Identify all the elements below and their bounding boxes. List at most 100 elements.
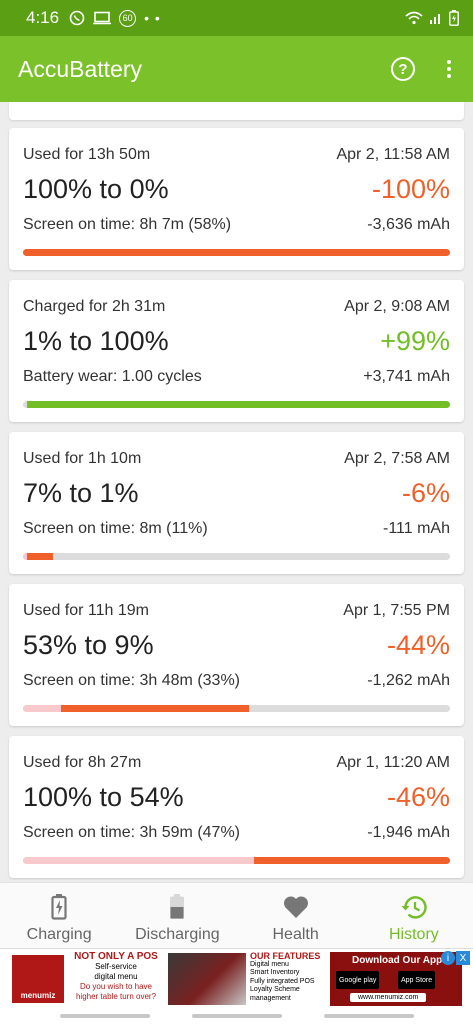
ad-close-icon[interactable]: X bbox=[456, 951, 470, 965]
whatsapp-icon bbox=[69, 10, 85, 26]
session-detail: Screen on time: 3h 59m (47%) bbox=[23, 824, 240, 841]
session-range: 1% to 100% bbox=[23, 326, 169, 356]
gesture-handle-right bbox=[324, 1014, 414, 1018]
nav-label: Charging bbox=[26, 926, 92, 943]
session-change: -6% bbox=[401, 478, 450, 508]
ad-sub1: Self-service bbox=[95, 962, 137, 971]
remaining-level-fill bbox=[23, 705, 62, 712]
session-level-bar bbox=[23, 249, 450, 256]
session-detail: Screen on time: 3h 48m (33%) bbox=[23, 672, 240, 689]
session-date: Apr 1, 11:20 AM bbox=[336, 754, 450, 771]
cast-icon bbox=[93, 11, 112, 25]
session-card[interactable]: Charged for 2h 31m Apr 2, 9:08 AM 1% to 10… bbox=[9, 280, 464, 422]
session-change: -44% bbox=[386, 630, 450, 660]
previous-card-edge bbox=[9, 102, 464, 120]
session-mah: -1,262 mAh bbox=[367, 672, 450, 689]
ad-sub2: digital menu bbox=[94, 972, 138, 981]
ad-features-block: OUR FEATURES Digital menu Smart Inventor… bbox=[250, 952, 326, 1006]
more-notifications-icon: • • bbox=[144, 10, 161, 26]
nav-label: Health bbox=[272, 926, 319, 943]
session-duration: Used for 13h 50m bbox=[23, 146, 151, 163]
ad-logo[interactable]: menumiz bbox=[12, 955, 64, 1003]
heart-icon bbox=[283, 896, 308, 918]
session-card[interactable]: Used for 13h 50m Apr 2, 11:58 AM 100% to 0… bbox=[9, 128, 464, 270]
help-button[interactable]: ? bbox=[391, 57, 415, 81]
battery-charging-icon bbox=[449, 10, 459, 26]
nav-label: History bbox=[388, 926, 439, 943]
session-date: Apr 2, 7:58 AM bbox=[344, 450, 450, 467]
session-detail: Battery wear: 1.00 cycles bbox=[23, 368, 202, 385]
session-duration: Charged for 2h 31m bbox=[23, 298, 166, 315]
session-change: -46% bbox=[386, 782, 450, 812]
ad-feature: Loyalty Scheme management bbox=[250, 986, 300, 1002]
ad-download-block[interactable]: Download Our App Google play App Store w… bbox=[330, 952, 462, 1006]
session-range: 100% to 0% bbox=[23, 174, 169, 204]
history-list[interactable]: Used for 13h 50m Apr 2, 11:58 AM 100% to 0… bbox=[0, 102, 473, 882]
session-date: Apr 1, 7:55 PM bbox=[343, 602, 450, 619]
session-detail: Screen on time: 8h 7m (58%) bbox=[23, 216, 232, 233]
session-mah: -3,636 mAh bbox=[367, 216, 450, 233]
ad-download-title: Download Our App bbox=[352, 955, 443, 966]
nav-charging[interactable]: Charging bbox=[0, 883, 118, 948]
remaining-level-fill bbox=[23, 553, 28, 560]
wifi-icon bbox=[405, 11, 423, 25]
ad-headline: NOT ONLY A POS bbox=[74, 951, 158, 962]
nav-health[interactable]: Health bbox=[237, 883, 355, 948]
session-date: Apr 2, 11:58 AM bbox=[336, 146, 450, 163]
ad-features-title: OUR FEATURES bbox=[250, 951, 321, 961]
gesture-handle-left bbox=[60, 1014, 150, 1018]
session-card[interactable]: Used for 1h 10m Apr 2, 7:58 AM 7% to 1% -6%… bbox=[9, 432, 464, 574]
overflow-menu-button[interactable] bbox=[443, 58, 455, 80]
status-notification-icons: 60 • • bbox=[69, 9, 161, 27]
ad-banner[interactable]: menumiz NOT ONLY A POS Self-service digi… bbox=[0, 948, 473, 1008]
status-time: 4:16 bbox=[26, 8, 60, 27]
ad-image bbox=[168, 953, 246, 1005]
session-level-bar bbox=[23, 857, 450, 864]
discharge-fill bbox=[27, 553, 53, 560]
session-card[interactable]: Used for 11h 19m Apr 1, 7:55 PM 53% to 9% -… bbox=[9, 584, 464, 726]
app-title: AccuBattery bbox=[18, 55, 142, 82]
ad-info-icon[interactable]: i bbox=[441, 951, 455, 965]
charge-fill bbox=[27, 401, 450, 408]
ad-url: www.menumiz.com bbox=[350, 993, 427, 1002]
ad-feature: Fully integrated POS bbox=[250, 977, 315, 985]
ad-question: Do you wish to have higher table turn ov… bbox=[75, 982, 157, 1001]
session-detail: Screen on time: 8m (11%) bbox=[23, 520, 208, 537]
signal-icon bbox=[430, 14, 440, 24]
nav-label: Discharging bbox=[135, 926, 220, 943]
discharge-fill bbox=[61, 705, 250, 712]
session-change: +99% bbox=[380, 326, 450, 356]
session-range: 100% to 54% bbox=[23, 782, 184, 812]
session-duration: Used for 8h 27m bbox=[23, 754, 142, 771]
status-bar: 4:16 60 • • bbox=[0, 0, 473, 36]
google-play-badge[interactable]: Google play bbox=[336, 971, 380, 989]
nav-discharging[interactable]: Discharging bbox=[118, 883, 236, 948]
ad-feature: Digital menu bbox=[250, 960, 289, 968]
session-mah: -1,946 mAh bbox=[367, 824, 450, 841]
session-level-bar bbox=[23, 401, 450, 408]
ad-feature: Smart Inventory bbox=[250, 969, 300, 976]
app-store-badge[interactable]: App Store bbox=[398, 971, 436, 989]
discharge-fill bbox=[253, 857, 450, 864]
remaining-level-fill bbox=[23, 857, 254, 864]
session-level-bar bbox=[23, 705, 450, 712]
session-level-bar bbox=[23, 553, 450, 560]
nav-history[interactable]: History bbox=[355, 883, 473, 948]
session-date: Apr 2, 9:08 AM bbox=[344, 298, 450, 315]
help-icon: ? bbox=[398, 60, 408, 78]
session-change: -100% bbox=[371, 174, 450, 204]
session-mah: +3,741 mAh bbox=[363, 368, 450, 385]
discharge-fill bbox=[23, 249, 450, 256]
ad-headline-block: NOT ONLY A POS Self-service digital menu… bbox=[68, 952, 164, 1006]
app-bar: AccuBattery ? bbox=[0, 36, 473, 102]
session-range: 53% to 9% bbox=[23, 630, 154, 660]
gesture-bar bbox=[0, 1008, 473, 1024]
session-card[interactable]: Used for 8h 27m Apr 1, 11:20 AM 100% to 54… bbox=[9, 736, 464, 878]
battery-charging-icon bbox=[51, 894, 67, 920]
history-icon bbox=[401, 896, 427, 919]
session-range: 7% to 1% bbox=[23, 478, 139, 508]
sixty-icon: 60 bbox=[119, 9, 137, 27]
gesture-handle-center bbox=[192, 1014, 282, 1018]
session-mah: -111 mAh bbox=[383, 520, 450, 537]
battery-discharging-icon bbox=[170, 894, 185, 919]
